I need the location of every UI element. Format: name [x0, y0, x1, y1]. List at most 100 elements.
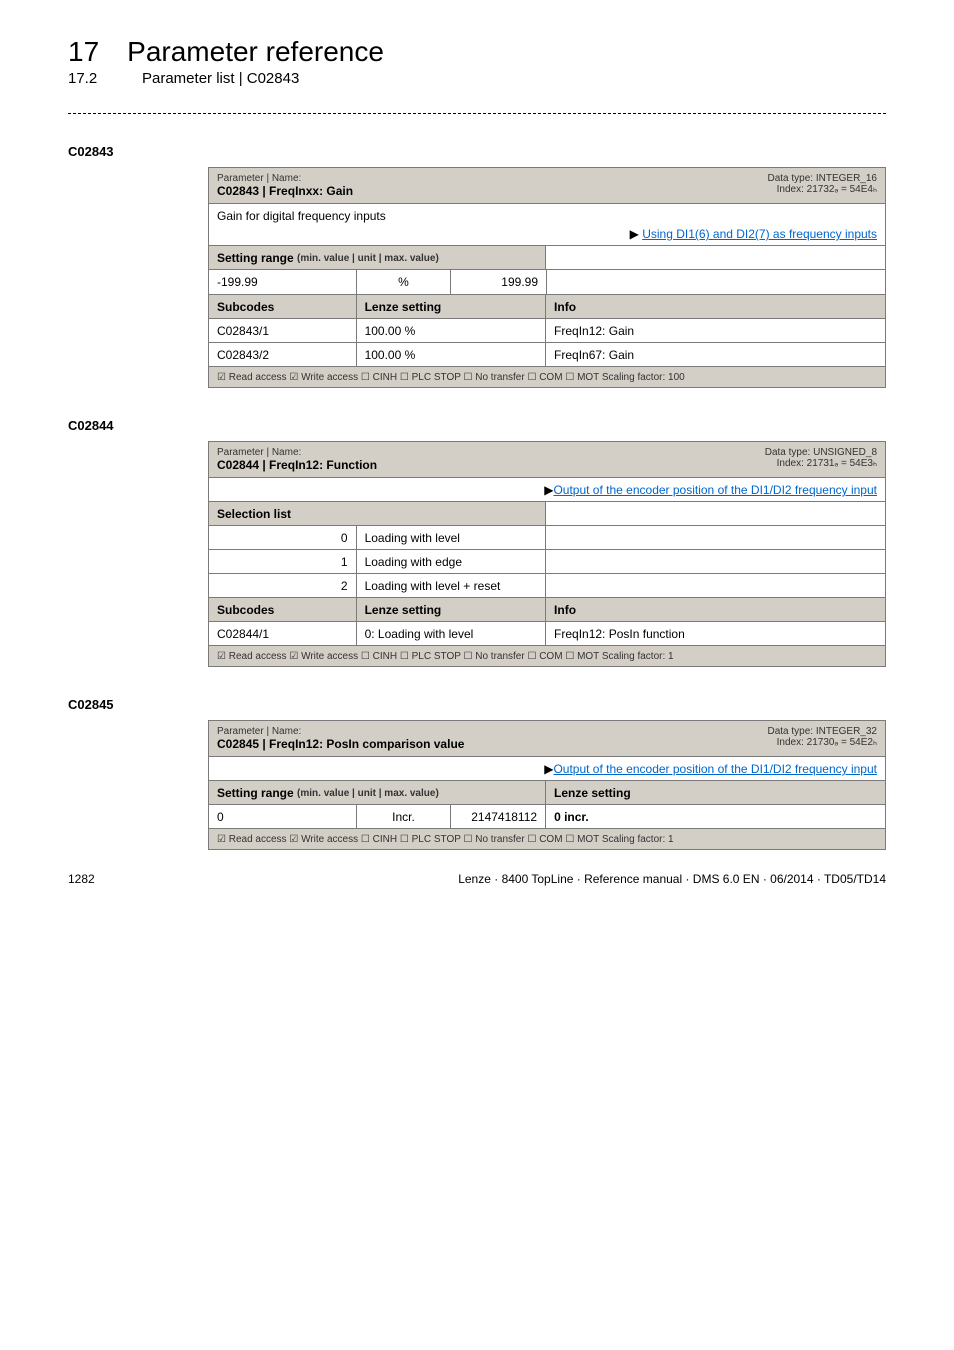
param-id-c02844: C02844	[68, 418, 886, 433]
datatype-cell: Data type: INTEGER_32 Index: 21730ₔ = 54…	[665, 721, 885, 756]
chapter-number: 17	[68, 36, 99, 68]
datatype-cell: Data type: UNSIGNED_8 Index: 21731ₔ = 54…	[665, 442, 885, 477]
encoder-position-link[interactable]: Output of the encoder position of the DI…	[553, 483, 877, 497]
empty-cell	[546, 502, 885, 526]
selection-list-hdr: Selection list	[209, 502, 546, 526]
datatype-line1: Data type: UNSIGNED_8	[765, 447, 877, 458]
info: FreqIn12: Gain	[546, 319, 885, 343]
param-description: Gain for digital frequency inputs	[217, 209, 877, 223]
subcode: C02843/2	[209, 343, 357, 367]
param-name: C02843 | FreqInxx: Gain	[217, 184, 657, 198]
setting-range-label: Setting range (min. value | unit | max. …	[209, 781, 546, 805]
param-name-cell: Parameter | Name: C02844 | FreqIn12: Fun…	[209, 442, 665, 477]
param-id-c02843: C02843	[68, 144, 886, 159]
param-label: Parameter | Name:	[217, 726, 657, 737]
param-id-c02845: C02845	[68, 697, 886, 712]
info: FreqIn12: PosIn function	[546, 622, 885, 646]
min-value: -199.99	[209, 270, 357, 294]
table-header-row: Parameter | Name: C02844 | FreqIn12: Fun…	[209, 442, 885, 478]
table-c02843: Parameter | Name: C02843 | FreqInxx: Gai…	[208, 167, 886, 388]
setting-range-label: Setting range (min. value | unit | max. …	[209, 246, 546, 270]
section-number: 17.2	[68, 70, 114, 87]
param-label: Parameter | Name:	[217, 173, 657, 184]
link-row: ▶ Output of the encoder position of the …	[209, 757, 885, 781]
unit: %	[357, 270, 452, 294]
access-flags: ☑ Read access ☑ Write access ☐ CINH ☐ PL…	[209, 646, 885, 666]
page: 17 Parameter reference 17.2 Parameter li…	[0, 0, 954, 872]
option-number: 1	[209, 550, 357, 574]
chapter-title: Parameter reference	[127, 36, 384, 68]
table-c02845: Parameter | Name: C02845 | FreqIn12: Pos…	[208, 720, 886, 850]
empty-cell	[547, 270, 885, 295]
setting-range-header-row: Setting range (min. value | unit | max. …	[209, 246, 885, 270]
max-value: 199.99	[451, 270, 546, 294]
setting-range-sub: (min. value | unit | max. value)	[297, 253, 439, 264]
divider	[68, 113, 886, 114]
desc-row: Gain for digital frequency inputs ▶ Usin…	[209, 204, 885, 246]
setting-range-sub: (min. value | unit | max. value)	[297, 788, 439, 799]
param-name: C02844 | FreqIn12: Function	[217, 458, 657, 472]
unit: Incr.	[357, 805, 452, 829]
subcodes-header-row: Subcodes Lenze setting Info	[209, 598, 885, 622]
subcode: C02843/1	[209, 319, 357, 343]
access-flags: ☑ Read access ☑ Write access ☐ CINH ☐ PL…	[209, 829, 885, 849]
table-c02844: Parameter | Name: C02844 | FreqIn12: Fun…	[208, 441, 886, 667]
setting-range-header-row: Setting range (min. value | unit | max. …	[209, 781, 885, 805]
doc-info: Lenze · 8400 TopLine · Reference manual …	[458, 872, 886, 886]
lenze-setting: 0: Loading with level	[357, 622, 546, 646]
lenze-hdr: Lenze setting	[357, 295, 546, 319]
section-title: Parameter list | C02843	[142, 70, 299, 87]
min-value: 0	[209, 805, 357, 829]
option-label: Loading with level + reset	[357, 574, 546, 598]
datatype-line1: Data type: INTEGER_32	[768, 726, 878, 737]
param-name-cell: Parameter | Name: C02843 | FreqInxx: Gai…	[209, 168, 665, 203]
frequency-inputs-link[interactable]: Using DI1(6) and DI2(7) as frequency inp…	[642, 227, 877, 241]
selection-header-row: Selection list	[209, 502, 885, 526]
chapter-header: 17 Parameter reference	[68, 36, 886, 68]
empty-cell	[546, 574, 885, 598]
link-row: ▶ Output of the encoder position of the …	[209, 478, 885, 502]
option-label: Loading with level	[357, 526, 546, 550]
empty-cell	[546, 246, 885, 270]
link-prefix: ▶	[544, 762, 553, 776]
encoder-position-link[interactable]: Output of the encoder position of the DI…	[553, 762, 877, 776]
param-name-cell: Parameter | Name: C02845 | FreqIn12: Pos…	[209, 721, 665, 756]
subcodes-header-row: Subcodes Lenze setting Info	[209, 295, 885, 319]
option-number: 2	[209, 574, 357, 598]
default-value: 0 incr.	[546, 805, 885, 829]
setting-range-values-row: 0 Incr. 2147418112 0 incr.	[209, 805, 885, 829]
datatype-line2: Index: 21732ₔ = 54E4ₕ	[777, 184, 877, 195]
lenze-setting: 100.00 %	[357, 343, 546, 367]
param-name: C02845 | FreqIn12: PosIn comparison valu…	[217, 737, 657, 751]
lenze-hdr: Lenze setting	[357, 598, 546, 622]
info-hdr: Info	[546, 598, 885, 622]
list-item: 1 Loading with edge	[209, 550, 885, 574]
empty-cell	[546, 550, 885, 574]
subcodes-hdr: Subcodes	[209, 295, 357, 319]
list-item: 2 Loading with level + reset	[209, 574, 885, 598]
datatype-cell: Data type: INTEGER_16 Index: 21732ₔ = 54…	[665, 168, 885, 203]
lenze-hdr: Lenze setting	[546, 781, 885, 805]
list-item: 0 Loading with level	[209, 526, 885, 550]
access-row: ☑ Read access ☑ Write access ☐ CINH ☐ PL…	[209, 829, 885, 849]
empty-cell	[546, 526, 885, 550]
table-row: C02844/1 0: Loading with level FreqIn12:…	[209, 622, 885, 646]
max-value: 2147418112	[451, 805, 546, 829]
setting-range-values-row: -199.99 % 199.99	[209, 270, 885, 295]
datatype-line2: Index: 21731ₔ = 54E3ₕ	[777, 458, 877, 469]
param-label: Parameter | Name:	[217, 447, 657, 458]
table-row: C02843/2 100.00 % FreqIn67: Gain	[209, 343, 885, 367]
access-row: ☑ Read access ☑ Write access ☐ CINH ☐ PL…	[209, 367, 885, 387]
setting-range-text: Setting range	[217, 251, 294, 265]
datatype-line2: Index: 21730ₔ = 54E2ₕ	[777, 737, 877, 748]
setting-range-text: Setting range	[217, 786, 294, 800]
datatype-line1: Data type: INTEGER_16	[768, 173, 878, 184]
page-number: 1282	[68, 872, 95, 886]
section-header: 17.2 Parameter list | C02843	[68, 70, 886, 87]
table-header-row: Parameter | Name: C02843 | FreqInxx: Gai…	[209, 168, 885, 204]
table-row: C02843/1 100.00 % FreqIn12: Gain	[209, 319, 885, 343]
access-row: ☑ Read access ☑ Write access ☐ CINH ☐ PL…	[209, 646, 885, 666]
info: FreqIn67: Gain	[546, 343, 885, 367]
subcodes-hdr: Subcodes	[209, 598, 357, 622]
option-label: Loading with edge	[357, 550, 546, 574]
